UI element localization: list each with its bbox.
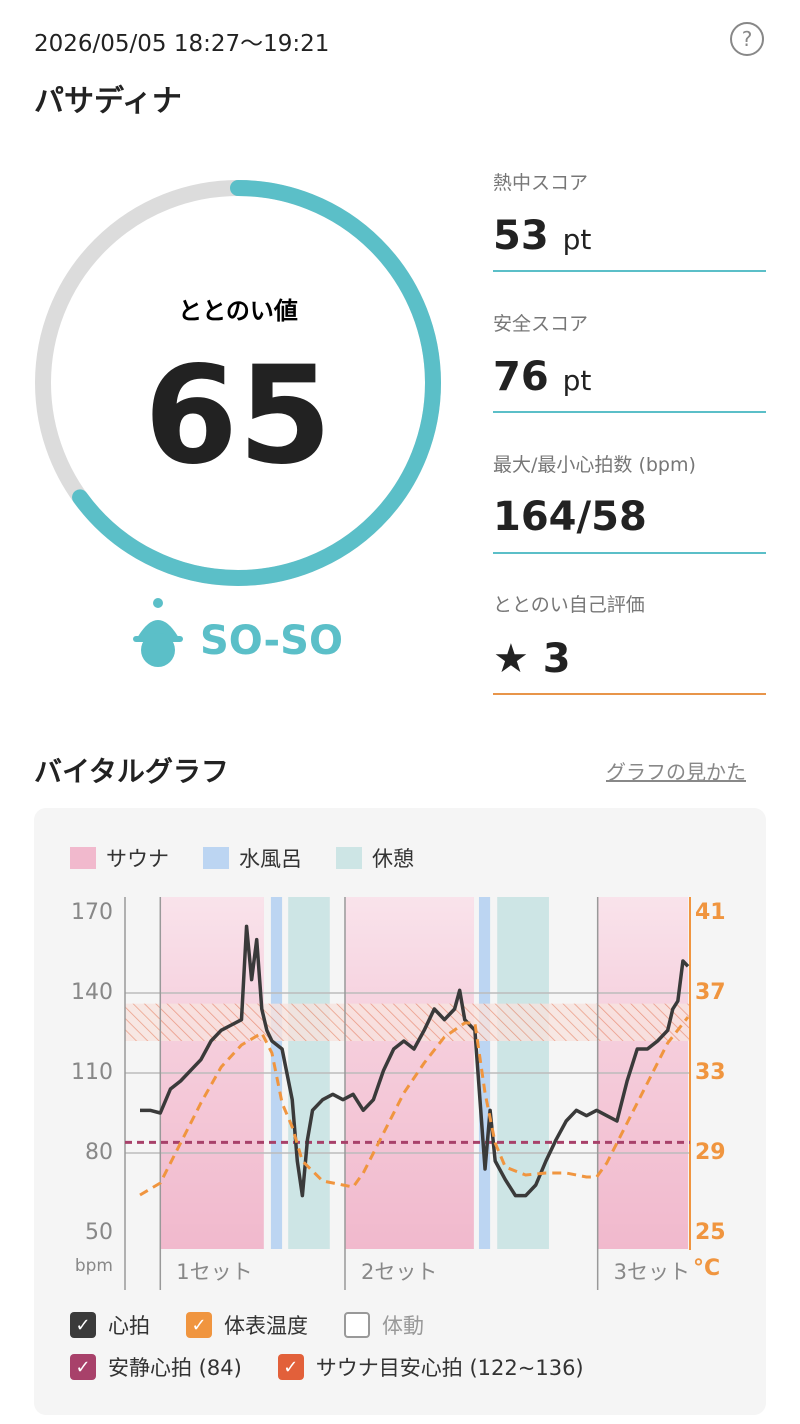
stat-value: ★ 3 xyxy=(493,636,571,682)
toggle-label: 体動 xyxy=(382,1314,424,1338)
stat-unit: pt xyxy=(562,364,592,397)
legend-item: 水風呂 xyxy=(203,843,302,873)
checkbox[interactable]: ✓ xyxy=(70,1354,96,1380)
toggle[interactable]: ✓ 安静心拍 (84) xyxy=(70,1352,242,1382)
rating-icon xyxy=(133,598,183,667)
guide-link[interactable]: グラフの見かた xyxy=(606,760,746,784)
legend-label: 休憩 xyxy=(372,847,414,871)
star-icon: ★ xyxy=(493,636,529,682)
underline xyxy=(493,270,766,272)
stat-number: 53 xyxy=(493,213,549,259)
stat-value: 76 pt xyxy=(493,354,591,400)
legend-swatch xyxy=(336,847,362,869)
stat-value: 53 pt xyxy=(493,213,591,259)
stat-number: 76 xyxy=(493,354,549,400)
toggle-label: サウナ目安心拍 (122~136) xyxy=(315,1356,584,1380)
checkbox[interactable]: ✓ xyxy=(70,1312,96,1338)
underline xyxy=(493,693,766,695)
toggle[interactable]: ✓ 体表温度 xyxy=(186,1310,308,1340)
checkbox[interactable] xyxy=(344,1312,370,1338)
stat-label: 安全スコア xyxy=(493,313,589,335)
datetime: 2026/05/05 18:27～19:21 xyxy=(34,31,330,57)
underline xyxy=(493,552,766,554)
stat-number: 3 xyxy=(542,636,571,682)
legend-item: サウナ xyxy=(70,843,169,873)
stat-label: ととのい自己評価 xyxy=(493,594,645,616)
checkbox[interactable]: ✓ xyxy=(186,1312,212,1338)
underline xyxy=(493,411,766,413)
help-button[interactable]: ? xyxy=(730,22,764,56)
toggle[interactable]: ✓ 心拍 xyxy=(70,1310,150,1340)
legend-item: 休憩 xyxy=(336,843,414,873)
toggles-row: ✓ 心拍 ✓ 体表温度 体動 xyxy=(70,1310,424,1340)
score-label: ととのい値 xyxy=(178,297,298,325)
legend-label: 水風呂 xyxy=(239,847,302,871)
legend-label: サウナ xyxy=(106,847,169,871)
toggle-label: 心拍 xyxy=(108,1314,150,1338)
toggles-row: ✓ 安静心拍 (84) ✓ サウナ目安心拍 (122~136) xyxy=(70,1352,584,1382)
legend-swatch xyxy=(203,847,229,869)
legend: サウナ 水風呂 休憩 xyxy=(70,843,414,873)
rating: SO-SO xyxy=(200,618,343,664)
toggle-label: 安静心拍 (84) xyxy=(108,1356,242,1380)
toggle[interactable]: 体動 xyxy=(344,1310,424,1340)
stat-label: 熱中スコア xyxy=(493,172,589,194)
checkbox[interactable]: ✓ xyxy=(277,1354,304,1380)
stat-value: 164/58 xyxy=(493,494,647,540)
stat-label: 最大/最小心拍数 (bpm) xyxy=(493,454,696,476)
legend-swatch xyxy=(70,847,96,869)
toggle-label: 体表温度 xyxy=(224,1314,308,1338)
gauge-arc xyxy=(35,180,441,586)
gauge: ととのい値 65 SO-SO xyxy=(35,180,441,667)
location: パサディナ xyxy=(34,84,182,119)
toggle[interactable]: ✓ サウナ目安心拍 (122~136) xyxy=(277,1352,584,1382)
stat-unit: pt xyxy=(562,223,592,256)
score-value: 65 xyxy=(144,337,332,494)
section-title: バイタルグラフ xyxy=(34,755,229,788)
